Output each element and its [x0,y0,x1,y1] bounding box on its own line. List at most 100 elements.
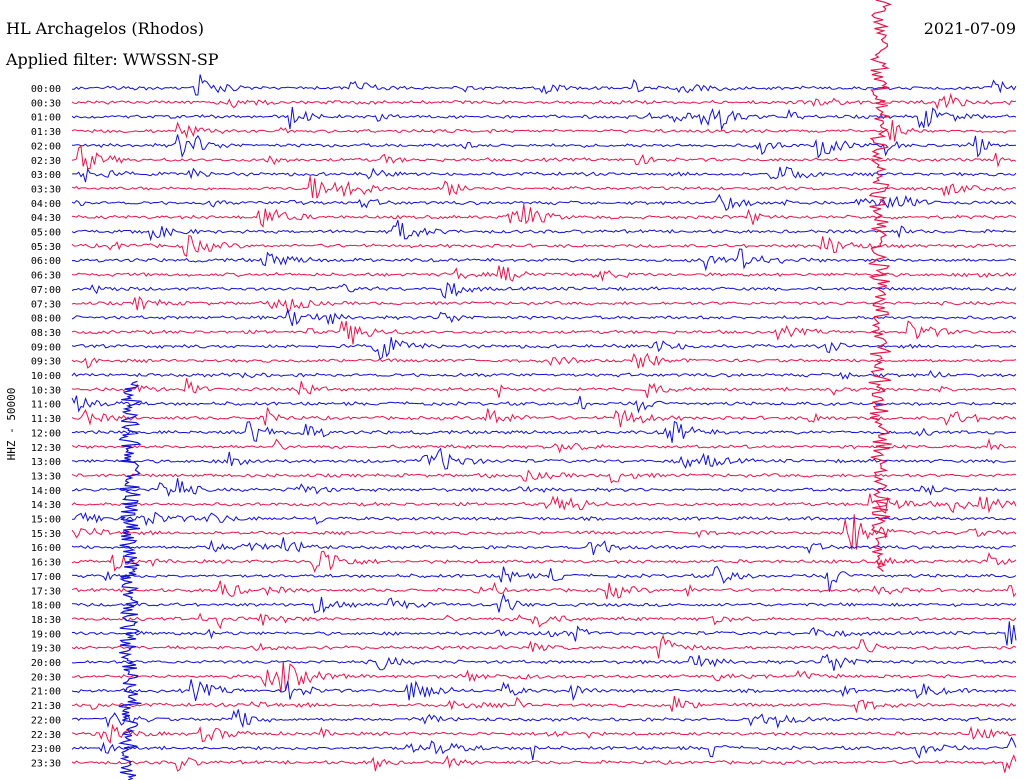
seismic-trace-row [71,437,1017,454]
seismic-trace-row [71,234,1017,258]
row-time-label: 05:00 [31,228,61,239]
seismic-trace-row [71,709,1017,729]
seismic-trace-row [71,265,1017,282]
seismic-trace-row [71,621,1017,646]
row-time-label: 22:00 [31,715,61,726]
row-time-label: 22:30 [31,730,61,741]
row-time-label: 09:00 [31,342,61,353]
row-time-label: 15:30 [31,529,61,540]
row-time-label: 05:30 [31,242,61,253]
seismic-trace-row [71,369,1017,380]
seismic-trace-row [71,661,1017,693]
row-time-label: 14:00 [31,486,61,497]
seismic-trace-row [71,537,1017,556]
row-time-label: 18:00 [31,601,61,612]
seismic-trace-row [71,723,1017,744]
seismic-trace-row [71,352,1017,369]
record-date: 2021-07-09 [923,19,1016,38]
seismic-trace-row [71,203,1017,228]
row-time-label: 20:00 [31,658,61,669]
row-time-label: 13:30 [31,471,61,482]
seismic-trace-row [71,565,1017,592]
station-title: HL Archagelos (Rhodos) [6,19,204,38]
seismic-trace-row [71,447,1017,470]
seismic-trace-row [71,145,1017,170]
seismic-trace-row [71,395,1017,414]
row-time-label: 12:00 [31,428,61,439]
seismic-trace-row [72,134,1017,159]
seismic-trace-row [71,478,1017,497]
seismic-trace-row [71,736,1017,761]
row-time-label: 21:30 [31,701,61,712]
seismic-trace-row [71,193,1017,212]
seismic-trace-row [71,679,1017,702]
channel-label: HHZ - 50000 [5,388,18,461]
seismic-trace-row [71,248,1017,272]
seismic-trace-row [71,612,1017,630]
seismic-trace-row [71,378,1017,398]
seismic-trace-row [71,420,1017,443]
row-time-label: 11:00 [31,400,61,411]
row-time-label: 07:00 [31,285,61,296]
row-time-label: 07:30 [31,299,61,310]
seismic-trace-row [71,320,1017,345]
seismic-trace-row [71,634,1017,659]
row-time-label: 08:30 [31,328,61,339]
row-time-label: 23:00 [31,744,61,755]
major-event-trace [868,0,893,572]
row-time-label: 17:00 [31,572,61,583]
seismic-trace-row [71,337,1017,360]
seismic-trace-row [71,106,1017,132]
row-time-label: 23:30 [31,758,61,769]
seismic-trace-row [71,307,1017,326]
row-time-label: 06:30 [31,271,61,282]
seismic-trace-row [71,92,1017,110]
row-time-label: 00:00 [31,84,61,95]
row-time-label: 17:30 [31,586,61,597]
row-time-label: 02:00 [31,141,61,152]
row-time-label: 15:00 [31,515,61,526]
row-time-label: 06:00 [31,256,61,267]
row-time-label: 02:30 [31,156,61,167]
row-time-label: 03:30 [31,184,61,195]
seismic-trace-row [71,469,1017,484]
row-time-label: 04:30 [31,213,61,224]
seismic-trace-row [71,407,1017,428]
seismic-trace-row [71,166,1017,183]
seismic-trace-row [71,754,1017,773]
row-time-label: 18:30 [31,615,61,626]
seismic-trace-row [71,120,1017,142]
row-time-label: 10:30 [31,385,61,396]
seismic-trace-row [71,295,1017,314]
row-time-label: 19:00 [31,629,61,640]
seismic-trace-row [71,219,1017,242]
row-time-label: 01:30 [31,127,61,138]
seismic-trace-row [71,493,1017,514]
row-time-label: 11:30 [31,414,61,425]
row-time-label: 09:30 [31,357,61,368]
seismic-trace-row [71,514,1017,550]
row-time-label: 00:30 [31,98,61,109]
seismic-trace-row [71,74,1017,96]
row-time-label: 03:00 [31,170,61,181]
row-time-label: 08:00 [31,314,61,325]
row-time-label: 16:00 [31,543,61,554]
seismic-trace-row [71,695,1017,714]
row-time-label: 12:30 [31,443,61,454]
seismic-trace-row [72,511,1017,527]
filter-label: Applied filter: WWSSN-SP [6,50,219,69]
row-time-label: 16:30 [31,558,61,569]
row-time-label: 19:30 [31,644,61,655]
row-time-label: 04:00 [31,199,61,210]
seismic-trace-row [71,653,1017,671]
major-event-trace [117,380,142,780]
seismic-trace-row [71,550,1017,573]
seismic-trace-row [71,176,1017,199]
row-time-label: 14:30 [31,500,61,511]
row-time-label: 20:30 [31,672,61,683]
seismic-trace-row [71,592,1017,614]
row-time-label: 01:00 [31,113,61,124]
row-time-label: 10:00 [31,371,61,382]
seismic-trace-row [71,580,1017,600]
